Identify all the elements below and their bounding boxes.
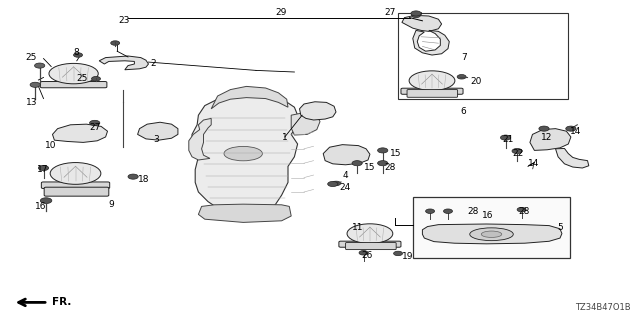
FancyBboxPatch shape xyxy=(44,187,109,196)
Circle shape xyxy=(500,135,511,140)
Circle shape xyxy=(92,76,100,81)
Ellipse shape xyxy=(481,231,502,237)
Circle shape xyxy=(378,148,388,153)
Text: 18: 18 xyxy=(138,175,149,184)
Text: 16: 16 xyxy=(35,202,47,211)
Polygon shape xyxy=(556,148,589,168)
Polygon shape xyxy=(198,204,291,222)
Circle shape xyxy=(412,13,420,18)
Text: 24: 24 xyxy=(339,183,351,192)
Text: 12: 12 xyxy=(541,133,552,142)
Text: 13: 13 xyxy=(26,98,37,107)
Circle shape xyxy=(512,148,522,154)
Text: 3: 3 xyxy=(154,135,159,144)
Text: FR.: FR. xyxy=(52,297,72,308)
Text: 28: 28 xyxy=(384,164,396,172)
Text: 27: 27 xyxy=(90,124,101,132)
Text: 19: 19 xyxy=(402,252,413,261)
Text: 1: 1 xyxy=(282,133,287,142)
Circle shape xyxy=(35,63,45,68)
FancyBboxPatch shape xyxy=(346,243,396,250)
Polygon shape xyxy=(192,94,298,214)
Text: 7: 7 xyxy=(461,53,467,62)
Bar xyxy=(398,13,568,99)
Circle shape xyxy=(352,161,362,166)
Text: 10: 10 xyxy=(45,141,56,150)
Polygon shape xyxy=(52,124,108,142)
Text: 17: 17 xyxy=(37,165,49,174)
Bar xyxy=(413,197,570,258)
Circle shape xyxy=(359,251,368,255)
Text: 28: 28 xyxy=(467,207,479,216)
Text: 6: 6 xyxy=(461,108,467,116)
Text: 15: 15 xyxy=(390,149,402,158)
Text: 14: 14 xyxy=(570,127,581,136)
Polygon shape xyxy=(189,118,211,160)
FancyBboxPatch shape xyxy=(40,82,107,88)
Circle shape xyxy=(332,181,340,186)
Circle shape xyxy=(30,82,40,87)
Ellipse shape xyxy=(224,147,262,161)
Circle shape xyxy=(566,126,576,131)
Text: 22: 22 xyxy=(512,149,524,158)
Text: 9: 9 xyxy=(109,200,115,209)
Circle shape xyxy=(90,120,100,125)
Text: 28: 28 xyxy=(518,207,530,216)
Ellipse shape xyxy=(49,63,99,84)
Text: 16: 16 xyxy=(482,212,493,220)
Circle shape xyxy=(378,161,388,166)
Circle shape xyxy=(40,198,52,204)
Polygon shape xyxy=(138,122,178,140)
Circle shape xyxy=(444,209,452,213)
Text: 29: 29 xyxy=(275,8,287,17)
FancyBboxPatch shape xyxy=(339,241,401,247)
Text: 11: 11 xyxy=(352,223,364,232)
Polygon shape xyxy=(422,224,562,244)
FancyBboxPatch shape xyxy=(407,90,458,97)
Circle shape xyxy=(38,165,49,171)
Text: 14: 14 xyxy=(528,159,540,168)
Text: TZ34B47O1B: TZ34B47O1B xyxy=(575,303,630,312)
Circle shape xyxy=(539,126,549,131)
Circle shape xyxy=(128,174,138,179)
Ellipse shape xyxy=(409,71,455,91)
Polygon shape xyxy=(323,145,370,165)
Polygon shape xyxy=(99,56,148,70)
Text: 27: 27 xyxy=(384,8,396,17)
Circle shape xyxy=(111,41,120,45)
Circle shape xyxy=(328,181,338,187)
Text: 4: 4 xyxy=(342,172,348,180)
Text: 15: 15 xyxy=(364,164,375,172)
Polygon shape xyxy=(211,86,288,109)
Circle shape xyxy=(411,11,421,16)
Text: 2: 2 xyxy=(150,60,156,68)
Text: 26: 26 xyxy=(362,252,373,260)
Text: 8: 8 xyxy=(74,48,79,57)
Ellipse shape xyxy=(347,224,393,244)
Polygon shape xyxy=(291,112,320,135)
Circle shape xyxy=(517,207,526,212)
Circle shape xyxy=(457,75,466,79)
FancyBboxPatch shape xyxy=(42,182,109,188)
Ellipse shape xyxy=(470,228,513,241)
Text: 21: 21 xyxy=(502,135,514,144)
Text: 5: 5 xyxy=(557,223,563,232)
Polygon shape xyxy=(300,102,336,120)
Polygon shape xyxy=(413,30,449,55)
Polygon shape xyxy=(530,129,571,150)
Text: 25: 25 xyxy=(26,53,37,62)
FancyBboxPatch shape xyxy=(401,88,463,94)
Circle shape xyxy=(394,251,403,256)
Text: 20: 20 xyxy=(470,77,482,86)
Circle shape xyxy=(426,209,435,213)
Text: 25: 25 xyxy=(77,74,88,83)
Ellipse shape xyxy=(50,163,101,184)
Text: 23: 23 xyxy=(118,16,130,25)
Polygon shape xyxy=(402,15,442,31)
Circle shape xyxy=(74,53,83,57)
